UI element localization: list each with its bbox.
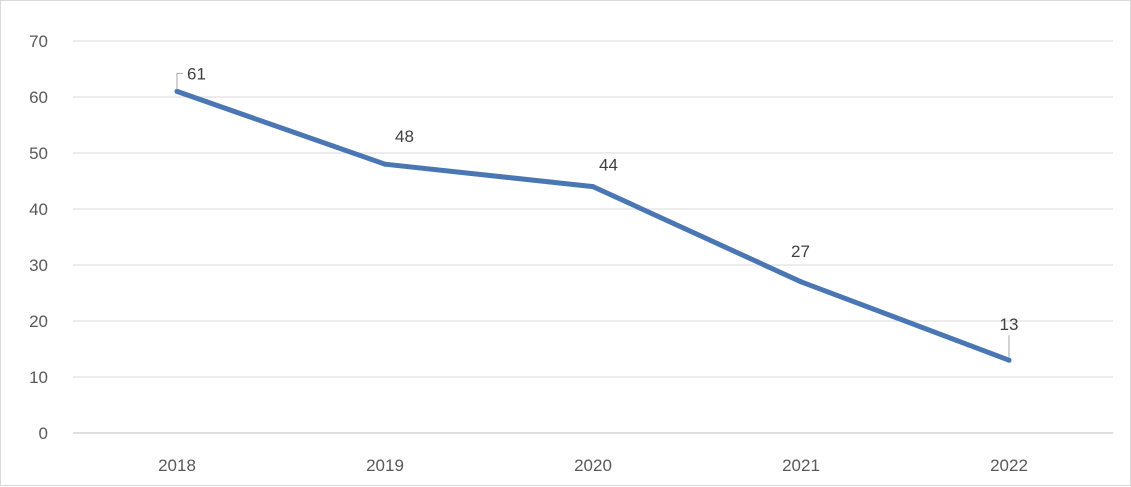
data-label: 13 xyxy=(1000,315,1019,334)
y-tick-label: 0 xyxy=(39,424,48,443)
data-label: 44 xyxy=(599,156,618,175)
data-point xyxy=(590,184,596,190)
series-lines xyxy=(174,88,1012,363)
data-point xyxy=(1006,357,1012,363)
y-tick-label: 50 xyxy=(29,144,48,163)
y-tick-label: 40 xyxy=(29,200,48,219)
data-labels: 61 48 44 27 13 xyxy=(176,64,1019,358)
x-tick-label: 2022 xyxy=(990,456,1028,475)
x-axis-tick-labels: 2018 2019 2020 2021 2022 xyxy=(158,456,1028,475)
data-label: 61 xyxy=(187,64,206,83)
y-tick-label: 60 xyxy=(29,88,48,107)
x-tick-label: 2019 xyxy=(366,456,404,475)
x-tick-label: 2021 xyxy=(782,456,820,475)
data-label: 27 xyxy=(791,242,810,261)
data-label-leader xyxy=(176,72,183,90)
data-point xyxy=(174,88,180,94)
data-point xyxy=(798,279,804,285)
y-tick-label: 30 xyxy=(29,256,48,275)
y-tick-label: 70 xyxy=(29,32,48,51)
gridlines xyxy=(73,40,1113,434)
x-tick-label: 2018 xyxy=(158,456,196,475)
y-tick-label: 10 xyxy=(29,368,48,387)
y-axis-tick-labels: 0 10 20 30 40 50 60 70 xyxy=(29,32,48,443)
x-tick-label: 2020 xyxy=(574,456,612,475)
data-label: 48 xyxy=(395,127,414,146)
series-line xyxy=(174,88,1012,363)
data-point xyxy=(382,161,388,167)
y-tick-label: 20 xyxy=(29,312,48,331)
